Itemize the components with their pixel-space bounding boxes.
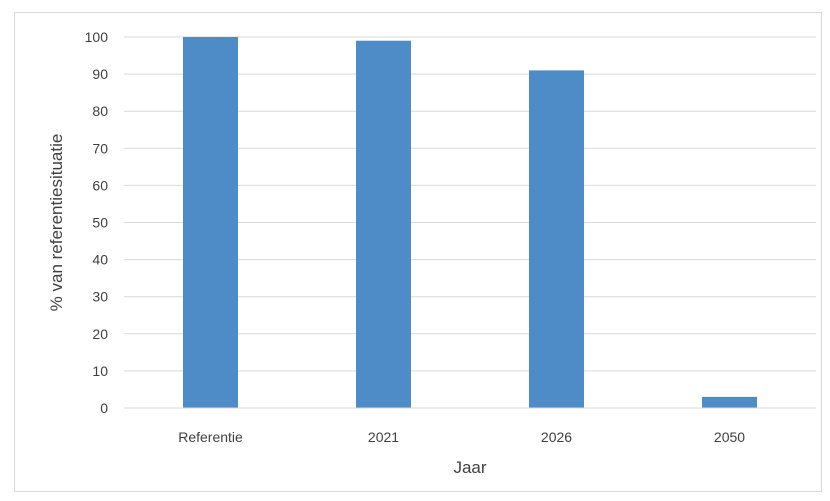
bars xyxy=(183,37,757,409)
bar-2021 xyxy=(356,40,411,409)
y-tick-label: 90 xyxy=(92,66,108,82)
x-tick-label: 2026 xyxy=(541,429,572,445)
y-tick-label: 50 xyxy=(92,215,108,231)
y-tick-label: 100 xyxy=(85,29,109,45)
y-tick-label: 20 xyxy=(92,326,108,342)
bar-2026 xyxy=(529,70,584,408)
y-tick-label: 0 xyxy=(100,400,108,416)
y-tick-label: 10 xyxy=(92,363,108,379)
x-axis-title: Jaar xyxy=(453,458,486,477)
x-tick-label: 2050 xyxy=(714,429,745,445)
chart-frame xyxy=(14,12,822,492)
gridlines xyxy=(124,36,816,372)
y-axis-ticks: 0 10 20 30 40 50 60 70 80 90 100 xyxy=(85,29,109,416)
y-tick-label: 60 xyxy=(92,177,108,193)
y-tick-label: 30 xyxy=(92,289,108,305)
x-axis-ticks: Referentie 2021 2026 2050 xyxy=(178,429,745,445)
y-tick-label: 40 xyxy=(92,252,108,268)
y-tick-label: 70 xyxy=(92,140,108,156)
bar-referentie xyxy=(183,37,238,408)
x-tick-label: Referentie xyxy=(178,429,243,445)
y-axis-title: % van referentiesituatie xyxy=(47,134,66,312)
y-tick-label: 80 xyxy=(92,103,108,119)
bar-2050 xyxy=(702,396,757,408)
x-tick-label: 2021 xyxy=(368,429,399,445)
